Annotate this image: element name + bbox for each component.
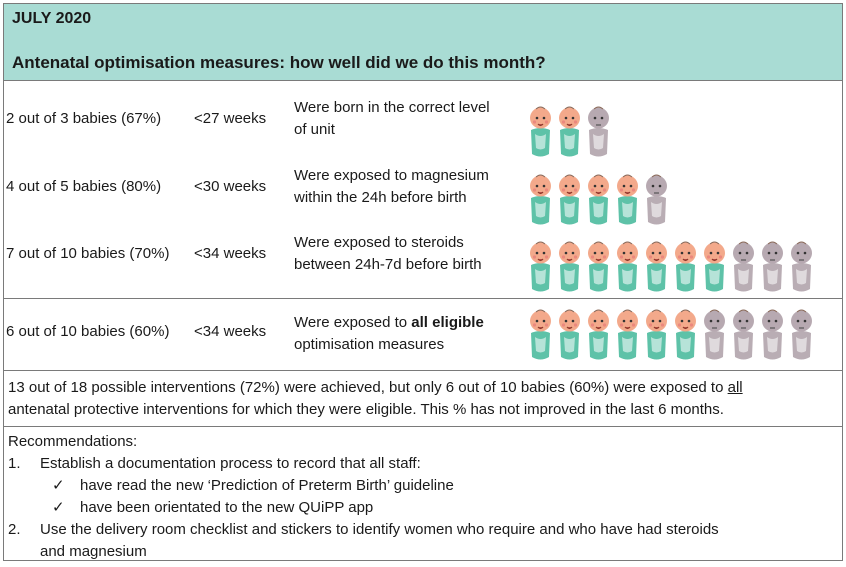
baby-not-achieved-icon <box>702 307 727 361</box>
recommendation-text-line2: and magnesium <box>40 543 147 560</box>
row-description-line1: Were born in the correct level <box>294 99 490 116</box>
recommendation-text-line1: Use the delivery room checklist and stic… <box>40 521 719 538</box>
baby-not-achieved-icon <box>731 239 756 293</box>
baby-achieved-icon <box>615 172 640 226</box>
baby-achieved-icon <box>528 239 553 293</box>
baby-achieved-icon <box>702 239 727 293</box>
baby-not-achieved-icon <box>789 307 814 361</box>
summary-line2: antenatal protective interventions for w… <box>8 401 724 418</box>
baby-achieved-icon <box>557 307 582 361</box>
recommendation-item-1: 1. Establish a documentation process to … <box>8 453 838 475</box>
recommendation-item-2-cont: and magnesium <box>8 541 838 563</box>
row-count: 2 out of 3 babies (67%) <box>6 110 162 127</box>
row-description-line2: between 24h-7d before birth <box>294 256 482 273</box>
all-eligible-block: 6 out of 10 babies (60%) <34 weeks Were … <box>4 299 842 371</box>
row-description-line1: Were exposed to magnesium <box>294 167 489 184</box>
emphasis-all-eligible: all eligible <box>411 314 484 331</box>
summary-line1: 13 out of 18 possible interventions (72%… <box>8 379 743 396</box>
baby-achieved-icon <box>615 307 640 361</box>
measures-block: 2 out of 3 babies (67%) <27 weeks Were b… <box>4 81 842 299</box>
list-number: 2. <box>8 521 21 538</box>
baby-icons <box>528 239 818 293</box>
baby-not-achieved-icon <box>586 104 611 158</box>
recommendation-item-2: 2. Use the delivery room checklist and s… <box>8 519 838 541</box>
baby-not-achieved-icon <box>760 239 785 293</box>
row-gestation: <34 weeks <box>194 245 267 262</box>
baby-not-achieved-icon <box>760 307 785 361</box>
row-gestation: <30 weeks <box>194 178 267 195</box>
check-icon: ✓ <box>52 499 65 516</box>
row-description-line2: within the 24h before birth <box>294 189 467 206</box>
report-title: Antenatal optimisation measures: how wel… <box>12 53 546 72</box>
recommendations: Recommendations: 1. Establish a document… <box>4 427 842 567</box>
row-gestation: <27 weeks <box>194 110 267 127</box>
baby-not-achieved-icon <box>789 239 814 293</box>
baby-icons <box>528 172 673 226</box>
row-description-line2: of unit <box>294 121 335 138</box>
baby-achieved-icon <box>528 104 553 158</box>
measure-row-all-eligible: 6 out of 10 babies (60%) <34 weeks Were … <box>4 299 842 371</box>
row-gestation: <34 weeks <box>194 323 267 340</box>
sub-item-text: have read the new ‘Prediction of Preterm… <box>80 477 454 494</box>
measure-row-magnesium: 4 out of 5 babies (80%) <30 weeks Were e… <box>4 158 842 230</box>
summary-underline-all: all <box>727 379 743 396</box>
baby-not-achieved-icon <box>644 172 669 226</box>
sub-item-guideline: ✓ have read the new ‘Prediction of Prete… <box>8 475 838 497</box>
row-count: 6 out of 10 babies (60%) <box>6 323 170 340</box>
report-frame: JULY 2020 Antenatal optimisation measure… <box>3 3 843 561</box>
sub-item-quipp-app: ✓ have been orientated to the new QUiPP … <box>8 497 838 519</box>
baby-achieved-icon <box>528 172 553 226</box>
baby-achieved-icon <box>557 104 582 158</box>
baby-achieved-icon <box>586 307 611 361</box>
baby-icons <box>528 307 818 361</box>
baby-achieved-icon <box>644 239 669 293</box>
row-description-line1: Were exposed to all eligible <box>294 314 484 331</box>
row-count: 7 out of 10 babies (70%) <box>6 245 170 262</box>
baby-not-achieved-icon <box>731 307 756 361</box>
report-header: JULY 2020 Antenatal optimisation measure… <box>4 4 842 81</box>
sub-item-text: have been orientated to the new QUiPP ap… <box>80 499 374 516</box>
row-description-line1: Were exposed to steroids <box>294 234 464 251</box>
baby-achieved-icon <box>673 239 698 293</box>
row-count: 4 out of 5 babies (80%) <box>6 178 162 195</box>
baby-achieved-icon <box>586 239 611 293</box>
baby-achieved-icon <box>615 239 640 293</box>
baby-achieved-icon <box>557 172 582 226</box>
check-icon: ✓ <box>52 477 65 494</box>
measure-row-steroids: 7 out of 10 babies (70%) <34 weeks Were … <box>4 225 842 297</box>
row-description-line2: optimisation measures <box>294 336 445 353</box>
baby-achieved-icon <box>586 172 611 226</box>
baby-achieved-icon <box>673 307 698 361</box>
baby-achieved-icon <box>644 307 669 361</box>
list-number: 1. <box>8 455 21 472</box>
recommendation-text: Establish a documentation process to rec… <box>40 455 421 472</box>
baby-icons <box>528 104 615 158</box>
baby-achieved-icon <box>528 307 553 361</box>
summary-text: 13 out of 18 possible interventions (72%… <box>4 371 842 427</box>
measure-row-born-correct-unit: 2 out of 3 babies (67%) <27 weeks Were b… <box>4 90 842 162</box>
recommendations-heading: Recommendations: <box>8 433 138 450</box>
baby-achieved-icon <box>557 239 582 293</box>
report-month: JULY 2020 <box>12 10 92 27</box>
